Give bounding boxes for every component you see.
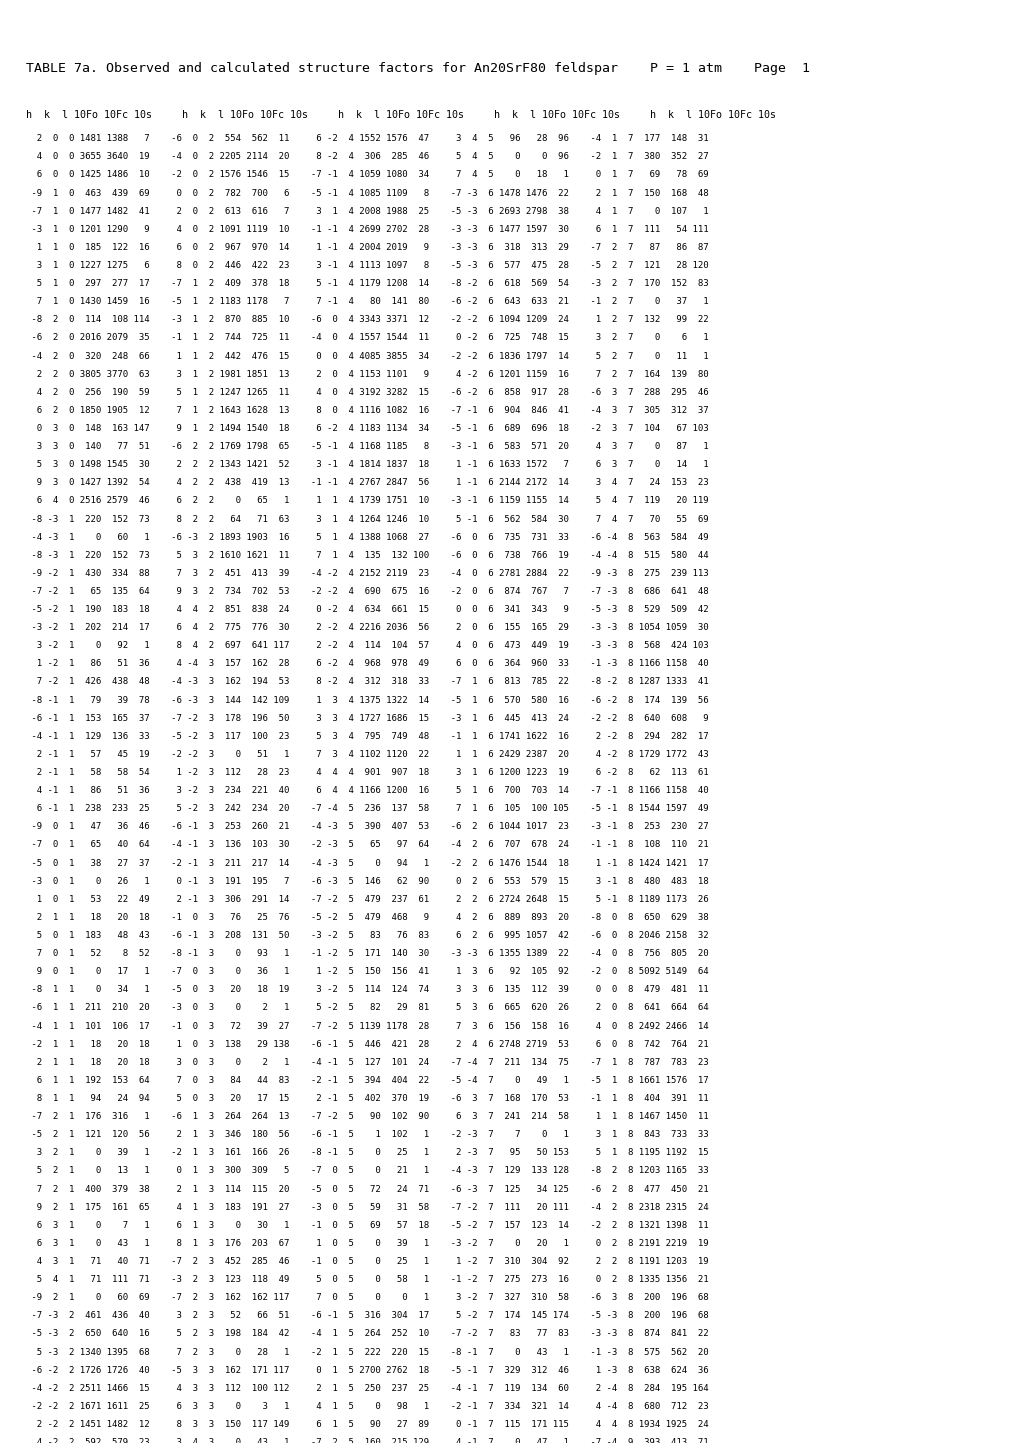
Text: 2  0  0 1481 1388   7    -6  0  2  554  562  11     6 -2  4 1552 1576  47     3 : 2 0 0 1481 1388 7 -6 0 2 554 562 11 6 -2…	[25, 134, 707, 143]
Text: 4  3  1   71   40  71    -7  2  3  452  285  46    -1  0  5    0   25   1     1 : 4 3 1 71 40 71 -7 2 3 452 285 46 -1 0 5 …	[25, 1257, 707, 1266]
Text: 6  2  0 1850 1905  12     7  1  2 1643 1628  13     8  0  4 1116 1082  16    -7 : 6 2 0 1850 1905 12 7 1 2 1643 1628 13 8 …	[25, 405, 707, 414]
Text: 5  4  1   71  111  71    -3  2  3  123  118  49     5  0  5    0   58   1    -1 : 5 4 1 71 111 71 -3 2 3 123 118 49 5 0 5 …	[25, 1276, 707, 1284]
Text: 9  0  1    0   17   1    -7  0  3    0   36   1     1 -2  5  150  156  41     1 : 9 0 1 0 17 1 -7 0 3 0 36 1 1 -2 5 150 15…	[25, 967, 707, 977]
Text: 2 -1  1   58   58  54     1 -2  3  112   28  23     4  4  4  901  907  18     3 : 2 -1 1 58 58 54 1 -2 3 112 28 23 4 4 4 9…	[25, 768, 707, 776]
Text: 4 -1  1   86   51  36     3 -2  3  234  221  40     6  4  4 1166 1200  16     5 : 4 -1 1 86 51 36 3 -2 3 234 221 40 6 4 4 …	[25, 786, 707, 795]
Text: -7  2  1  176  316   1    -6  1  3  264  264  13    -7 -2  5   90  102  90     6: -7 2 1 176 316 1 -6 1 3 264 264 13 -7 -2…	[25, 1113, 707, 1121]
Text: -9  1  0  463  439  69     0  0  2  782  700   6    -5 -1  4 1085 1109   8    -7: -9 1 0 463 439 69 0 0 2 782 700 6 -5 -1 …	[25, 189, 707, 198]
Text: -5 -2  1  190  183  18     4  4  2  851  838  24     0 -2  4  634  661  15     0: -5 -2 1 190 183 18 4 4 2 851 838 24 0 -2…	[25, 605, 707, 615]
Text: -8 -3  1  220  152  73     8  2  2   64   71  63     3  1  4 1264 1246  10     5: -8 -3 1 220 152 73 8 2 2 64 71 63 3 1 4 …	[25, 515, 707, 524]
Text: 3  3  0  140   77  51    -6  2  2 1769 1798  65    -5 -1  4 1168 1185   8    -3 : 3 3 0 140 77 51 -6 2 2 1769 1798 65 -5 -…	[25, 442, 707, 452]
Text: 3 -2  1    0   92   1     8  4  2  697  641 117     2 -2  4  114  104  57     4 : 3 -2 1 0 92 1 8 4 2 697 641 117 2 -2 4 1…	[25, 641, 707, 651]
Text: -8 -1  1   79   39  78    -6 -3  3  144  142 109     1  3  4 1375 1322  14    -5: -8 -1 1 79 39 78 -6 -3 3 144 142 109 1 3…	[25, 696, 707, 704]
Text: 5  1  0  297  277  17    -7  1  2  409  378  18     5 -1  4 1179 1208  14    -8 : 5 1 0 297 277 17 -7 1 2 409 378 18 5 -1 …	[25, 278, 707, 289]
Text: -3 -2  1  202  214  17     6  4  2  775  776  30     2 -2  4 2216 2036  56     2: -3 -2 1 202 214 17 6 4 2 775 776 30 2 -2…	[25, 623, 707, 632]
Text: -2 -2  2 1671 1611  25     6  3  3    0    3   1     4  1  5    0   98   1    -2: -2 -2 2 1671 1611 25 6 3 3 0 3 1 4 1 5 0…	[25, 1401, 707, 1411]
Text: -4  1  1  101  106  17    -1  0  3   72   39  27    -7 -2  5 1139 1178  28     7: -4 1 1 101 106 17 -1 0 3 72 39 27 -7 -2 …	[25, 1022, 707, 1030]
Text: -7 -3  2  461  436  40     3  2  3   52   66  51    -6 -1  5  316  304  17     5: -7 -3 2 461 436 40 3 2 3 52 66 51 -6 -1 …	[25, 1312, 707, 1320]
Text: 2 -1  1   57   45  19    -2 -2  3    0   51   1     7  3  4 1102 1120  22     1 : 2 -1 1 57 45 19 -2 -2 3 0 51 1 7 3 4 110…	[25, 750, 707, 759]
Text: -6  2  0 2016 2079  35    -1  1  2  744  725  11    -4  0  4 1557 1544  11     0: -6 2 0 2016 2079 35 -1 1 2 744 725 11 -4…	[25, 333, 707, 342]
Text: 5  2  1    0   13   1     0  1  3  300  309   5    -7  0  5    0   21   1    -4 : 5 2 1 0 13 1 0 1 3 300 309 5 -7 0 5 0 21…	[25, 1166, 707, 1176]
Text: 6  3  1    0    7   1     6  1  3    0   30   1    -1  0  5   69   57  18    -5 : 6 3 1 0 7 1 6 1 3 0 30 1 -1 0 5 69 57 18…	[25, 1221, 707, 1229]
Text: 2 -2  2 1451 1482  12     8  3  3  150  117 149     6  1  5   90   27  89     0 : 2 -2 2 1451 1482 12 8 3 3 150 117 149 6 …	[25, 1420, 707, 1429]
Text: -6  1  1  211  210  20    -3  0  3    0    2   1     5 -2  5   82   29  81     5: -6 1 1 211 210 20 -3 0 3 0 2 1 5 -2 5 82…	[25, 1003, 707, 1013]
Text: 2  1  1   18   20  18    -1  0  3   76   25  76    -5 -2  5  479  468   9     4 : 2 1 1 18 20 18 -1 0 3 76 25 76 -5 -2 5 4…	[25, 913, 707, 922]
Text: -8  1  1    0   34   1    -5  0  3   20   18  19     3 -2  5  114  124  74     3: -8 1 1 0 34 1 -5 0 3 20 18 19 3 -2 5 114…	[25, 986, 707, 994]
Text: h  k  l 10Fo 10Fc 10s     h  k  l 10Fo 10Fc 10s     h  k  l 10Fo 10Fc 10s     h : h k l 10Fo 10Fc 10s h k l 10Fo 10Fc 10s …	[25, 110, 774, 120]
Text: TABLE 7a. Observed and calculated structure factors for An20SrF80 feldspar    P : TABLE 7a. Observed and calculated struct…	[25, 62, 809, 75]
Text: -5 -3  2  650  640  16     5  2  3  198  184  42    -4  1  5  264  252  10    -7: -5 -3 2 650 640 16 5 2 3 198 184 42 -4 1…	[25, 1329, 707, 1339]
Text: -9  0  1   47   36  46    -6 -1  3  253  260  21    -4 -3  5  390  407  53    -6: -9 0 1 47 36 46 -6 -1 3 253 260 21 -4 -3…	[25, 823, 707, 831]
Text: 4 -2  2  592  579  23     3  4  3    0   43   1    -7  2  5  160  215 129     4 : 4 -2 2 592 579 23 3 4 3 0 43 1 -7 2 5 16…	[25, 1439, 707, 1443]
Text: -4 -2  2 2511 1466  15     4  3  3  112  100 112     2  1  5  250  237  25    -4: -4 -2 2 2511 1466 15 4 3 3 112 100 112 2…	[25, 1384, 707, 1392]
Text: -6 -1  1  153  165  37    -7 -2  3  178  196  50     3  3  4 1727 1686  15    -3: -6 -1 1 153 165 37 -7 -2 3 178 196 50 3 …	[25, 714, 707, 723]
Text: 2  2  0 3805 3770  63     3  1  2 1981 1851  13     2  0  4 1153 1101   9     4 : 2 2 0 3805 3770 63 3 1 2 1981 1851 13 2 …	[25, 369, 707, 378]
Text: 9  3  0 1427 1392  54     4  2  2  438  419  13    -1 -1  4 2767 2847  56     1 : 9 3 0 1427 1392 54 4 2 2 438 419 13 -1 -…	[25, 478, 707, 488]
Text: 7  2  1  400  379  38     2  1  3  114  115  20    -5  0  5   72   24  71    -6 : 7 2 1 400 379 38 2 1 3 114 115 20 -5 0 5…	[25, 1185, 707, 1193]
Text: -4  2  0  320  248  66     1  1  2  442  476  15     0  0  4 4085 3855  34    -2: -4 2 0 320 248 66 1 1 2 442 476 15 0 0 4…	[25, 352, 707, 361]
Text: -8  2  0  114  108 114    -3  1  2  870  885  10    -6  0  4 3343 3371  12    -2: -8 2 0 114 108 114 -3 1 2 870 885 10 -6 …	[25, 315, 707, 325]
Text: 6  0  0 1425 1486  10    -2  0  2 1576 1546  15    -7 -1  4 1059 1080  34     7 : 6 0 0 1425 1486 10 -2 0 2 1576 1546 15 -…	[25, 170, 707, 179]
Text: 6  4  0 2516 2579  46     6  2  2    0   65   1     1  1  4 1739 1751  10    -3 : 6 4 0 2516 2579 46 6 2 2 0 65 1 1 1 4 17…	[25, 496, 707, 505]
Text: 6  3  1    0   43   1     8  1  3  176  203  67     1  0  5    0   39   1    -3 : 6 3 1 0 43 1 8 1 3 176 203 67 1 0 5 0 39…	[25, 1240, 707, 1248]
Text: -9  2  1    0   60  69    -7  2  3  162  162 117     7  0  5    0    0   1     3: -9 2 1 0 60 69 -7 2 3 162 162 117 7 0 5 …	[25, 1293, 707, 1302]
Text: 5  0  1  183   48  43    -6 -1  3  208  131  50    -3 -2  5   83   76  83     6 : 5 0 1 183 48 43 -6 -1 3 208 131 50 -3 -2…	[25, 931, 707, 939]
Text: -7  0  1   65   40  64    -4 -1  3  136  103  30    -2 -3  5   65   97  64    -4: -7 0 1 65 40 64 -4 -1 3 136 103 30 -2 -3…	[25, 840, 707, 850]
Text: -5  0  1   38   27  37    -2 -1  3  211  217  14    -4 -3  5    0   94   1    -2: -5 0 1 38 27 37 -2 -1 3 211 217 14 -4 -3…	[25, 859, 707, 867]
Text: 5 -3  2 1340 1395  68     7  2  3    0   28   1    -2  1  5  222  220  15    -8 : 5 -3 2 1340 1395 68 7 2 3 0 28 1 -2 1 5 …	[25, 1348, 707, 1356]
Text: 2  1  1   18   20  18     3  0  3    0    2   1    -4 -1  5  127  101  24    -7 : 2 1 1 18 20 18 3 0 3 0 2 1 -4 -1 5 127 1…	[25, 1058, 707, 1066]
Text: -7  1  0 1477 1482  41     2  0  2  613  616   7     3  1  4 2008 1988  25    -5: -7 1 0 1477 1482 41 2 0 2 613 616 7 3 1 …	[25, 206, 707, 215]
Text: 1 -2  1   86   51  36     4 -4  3  157  162  28     6 -2  4  968  978  49     6 : 1 -2 1 86 51 36 4 -4 3 157 162 28 6 -2 4…	[25, 659, 707, 668]
Text: -3  0  1    0   26   1     0 -1  3  191  195   7    -6 -3  5  146   62  90     0: -3 0 1 0 26 1 0 -1 3 191 195 7 -6 -3 5 1…	[25, 877, 707, 886]
Text: -4 -1  1  129  136  33    -5 -2  3  117  100  23     5  3  4  795  749  48    -1: -4 -1 1 129 136 33 -5 -2 3 117 100 23 5 …	[25, 732, 707, 740]
Text: 5  3  0 1498 1545  30     2  2  2 1343 1421  52     3 -1  4 1814 1837  18     1 : 5 3 0 1498 1545 30 2 2 2 1343 1421 52 3 …	[25, 460, 707, 469]
Text: 1  0  1   53   22  49     2 -1  3  306  291  14    -7 -2  5  479  237  61     2 : 1 0 1 53 22 49 2 -1 3 306 291 14 -7 -2 5…	[25, 895, 707, 903]
Text: 1  1  0  185  122  16     6  0  2  967  970  14     1 -1  4 2004 2019   9    -3 : 1 1 0 185 122 16 6 0 2 967 970 14 1 -1 4…	[25, 242, 707, 253]
Text: -9 -2  1  430  334  88     7  3  2  451  413  39    -4 -2  4 2152 2119  23    -4: -9 -2 1 430 334 88 7 3 2 451 413 39 -4 -…	[25, 569, 707, 577]
Text: -8 -3  1  220  152  73     5  3  2 1610 1621  11     7  1  4  135  132 100    -6: -8 -3 1 220 152 73 5 3 2 1610 1621 11 7 …	[25, 551, 707, 560]
Text: 4  2  0  256  190  59     5  1  2 1247 1265  11     4  0  4 3192 3282  15    -6 : 4 2 0 256 190 59 5 1 2 1247 1265 11 4 0 …	[25, 388, 707, 397]
Text: 3  1  0 1227 1275   6     8  0  2  446  422  23     3 -1  4 1113 1097   8    -5 : 3 1 0 1227 1275 6 8 0 2 446 422 23 3 -1 …	[25, 261, 707, 270]
Text: -5  2  1  121  120  56     2  1  3  346  180  56    -6 -1  5    1  102   1    -2: -5 2 1 121 120 56 2 1 3 346 180 56 -6 -1…	[25, 1130, 707, 1139]
Text: -3  1  0 1201 1290   9     4  0  2 1091 1119  10    -1 -1  4 2699 2702  28    -3: -3 1 0 1201 1290 9 4 0 2 1091 1119 10 -1…	[25, 225, 707, 234]
Text: 7  0  1   52    8  52    -8 -1  3    0   93   1    -1 -2  5  171  140  30    -3 : 7 0 1 52 8 52 -8 -1 3 0 93 1 -1 -2 5 171…	[25, 949, 707, 958]
Text: -6 -2  2 1726 1726  40    -5  3  3  162  171 117     0  1  5 2700 2762  18    -5: -6 -2 2 1726 1726 40 -5 3 3 162 171 117 …	[25, 1365, 707, 1375]
Text: 8  1  1   94   24  94     5  0  3   20   17  15     2 -1  5  402  370  19    -6 : 8 1 1 94 24 94 5 0 3 20 17 15 2 -1 5 402…	[25, 1094, 707, 1102]
Text: 7 -2  1  426  438  48    -4 -3  3  162  194  53     8 -2  4  312  318  33    -7 : 7 -2 1 426 438 48 -4 -3 3 162 194 53 8 -…	[25, 677, 707, 687]
Text: -2  1  1   18   20  18     1  0  3  138   29 138    -6 -1  5  446  421  28     2: -2 1 1 18 20 18 1 0 3 138 29 138 -6 -1 5…	[25, 1039, 707, 1049]
Text: 4  0  0 3655 3640  19    -4  0  2 2205 2114  20     8 -2  4  306  285  46     5 : 4 0 0 3655 3640 19 -4 0 2 2205 2114 20 8…	[25, 153, 707, 162]
Text: 0  3  0  148  163 147     9  1  2 1494 1540  18     6 -2  4 1183 1134  34    -5 : 0 3 0 148 163 147 9 1 2 1494 1540 18 6 -…	[25, 424, 707, 433]
Text: 7  1  0 1430 1459  16    -5  1  2 1183 1178   7     7 -1  4   80  141  80    -6 : 7 1 0 1430 1459 16 -5 1 2 1183 1178 7 7 …	[25, 297, 707, 306]
Text: -4 -3  1    0   60   1    -6 -3  2 1893 1903  16     5  1  4 1388 1068  27    -6: -4 -3 1 0 60 1 -6 -3 2 1893 1903 16 5 1 …	[25, 532, 707, 541]
Text: -7 -2  1   65  135  64     9  3  2  734  702  53    -2 -2  4  690  675  16    -2: -7 -2 1 65 135 64 9 3 2 734 702 53 -2 -2…	[25, 587, 707, 596]
Text: 6 -1  1  238  233  25     5 -2  3  242  234  20    -7 -4  5  236  137  58     7 : 6 -1 1 238 233 25 5 -2 3 242 234 20 -7 -…	[25, 804, 707, 814]
Text: 3  2  1    0   39   1    -2  1  3  161  166  26    -8 -1  5    0   25   1     2 : 3 2 1 0 39 1 -2 1 3 161 166 26 -8 -1 5 0…	[25, 1149, 707, 1157]
Text: 6  1  1  192  153  64     7  0  3   84   44  83    -2 -1  5  394  404  22    -5 : 6 1 1 192 153 64 7 0 3 84 44 83 -2 -1 5 …	[25, 1076, 707, 1085]
Text: 9  2  1  175  161  65     4  1  3  183  191  27    -3  0  5   59   31  58    -7 : 9 2 1 175 161 65 4 1 3 183 191 27 -3 0 5…	[25, 1202, 707, 1212]
